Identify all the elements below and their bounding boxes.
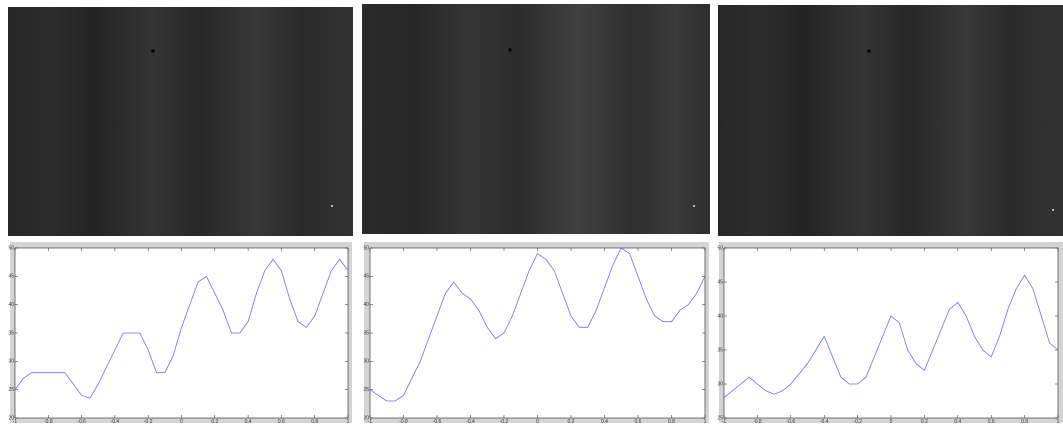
plot-panel: -1 -0.8 -0.6 -0.4 -0.2 0 0.2 0.4 0.6 0.8 1 20 25 30 35… <box>363 242 709 424</box>
x-tick-label: 0.2 <box>568 419 575 424</box>
y-tick-label: 25 <box>8 387 14 393</box>
y-tick-label: 50 <box>8 245 14 251</box>
y-tick-label: 40 <box>8 302 14 308</box>
y-tick-label: 20 <box>363 415 369 421</box>
x-tick-label: -1 <box>368 419 373 424</box>
x-tick-label: -0.6 <box>77 419 86 424</box>
x-tick-label: -1 <box>722 419 727 424</box>
y-tick-label: 25 <box>717 415 723 421</box>
y-tick-label: 30 <box>717 381 723 387</box>
x-tick-label: 0 <box>180 419 183 424</box>
x-tick-label: -0.4 <box>111 419 120 424</box>
x-tick-label: 0.8 <box>668 419 675 424</box>
x-tick-label: 0.6 <box>988 419 995 424</box>
x-tick-label: 1 <box>1057 419 1060 424</box>
x-tick-label: -0.6 <box>786 419 795 424</box>
plot-panel: -1 -0.8 -0.6 -0.4 -0.2 0 0.2 0.4 0.6 0.8 1 25 30 35 40… <box>717 242 1063 424</box>
plot-area <box>14 247 349 419</box>
x-tick-label: 0 <box>536 419 539 424</box>
plot-area <box>369 247 706 419</box>
data-line <box>14 258 349 399</box>
image-panels <box>8 4 1063 236</box>
x-tick-label: 0.6 <box>635 419 642 424</box>
x-tick-label: 0.2 <box>921 419 928 424</box>
x-tick-label: 0.2 <box>211 419 218 424</box>
y-tick-label: 35 <box>717 347 723 353</box>
y-tick-label: 30 <box>363 359 369 365</box>
plot-area <box>723 247 1059 419</box>
y-tick-label: 50 <box>717 245 723 251</box>
y-tick-label: 40 <box>717 313 723 319</box>
x-tick-label: 0.4 <box>954 419 961 424</box>
plot-panel: -1 -0.8 -0.6 -0.4 -0.2 0 0.2 0.4 0.6 0.8 1 20 25 30 35… <box>8 242 352 424</box>
x-tick-label: 0.8 <box>311 419 318 424</box>
speck <box>508 48 512 52</box>
camera-image <box>718 5 1063 236</box>
camera-image <box>362 4 710 234</box>
speck <box>151 49 155 53</box>
x-tick-label: -0.6 <box>433 419 442 424</box>
x-tick-label: 0.8 <box>1021 419 1028 424</box>
y-tick-label: 25 <box>363 387 369 393</box>
y-tick-label: 20 <box>8 415 14 421</box>
x-tick-label: -0.8 <box>44 419 53 424</box>
data-line <box>723 274 1059 398</box>
speck <box>331 205 333 207</box>
x-tick-label: -0.2 <box>853 419 862 424</box>
x-tick-label: -0.8 <box>399 419 408 424</box>
y-tick-label: 50 <box>363 245 369 251</box>
y-tick-label: 30 <box>8 359 14 365</box>
plots: -1 -0.8 -0.6 -0.4 -0.2 0 0.2 0.4 0.6 0.8 1 20 25 30 35… <box>8 242 1063 424</box>
y-tick-label: 45 <box>717 279 723 285</box>
x-tick-label: -0.2 <box>144 419 153 424</box>
x-tick-label: -1 <box>13 419 18 424</box>
y-tick-label: 45 <box>8 274 14 280</box>
x-tick-label: -0.2 <box>500 419 509 424</box>
y-tick-label: 35 <box>8 330 14 336</box>
speck <box>867 49 871 53</box>
y-tick-label: 35 <box>363 330 369 336</box>
x-tick-label: 1 <box>704 419 707 424</box>
x-tick-label: 0.6 <box>278 419 285 424</box>
y-tick-label: 40 <box>363 302 369 308</box>
x-tick-label: -0.4 <box>466 419 475 424</box>
camera-image <box>8 7 353 236</box>
x-tick-label: 0 <box>890 419 893 424</box>
speck <box>1052 209 1054 211</box>
data-line <box>369 247 706 402</box>
x-tick-label: 0.4 <box>245 419 252 424</box>
speck <box>693 205 695 207</box>
x-tick-label: 1 <box>347 419 350 424</box>
y-tick-label: 45 <box>363 274 369 280</box>
x-tick-label: -0.4 <box>820 419 829 424</box>
x-tick-label: 0.4 <box>601 419 608 424</box>
x-tick-label: -0.8 <box>753 419 762 424</box>
